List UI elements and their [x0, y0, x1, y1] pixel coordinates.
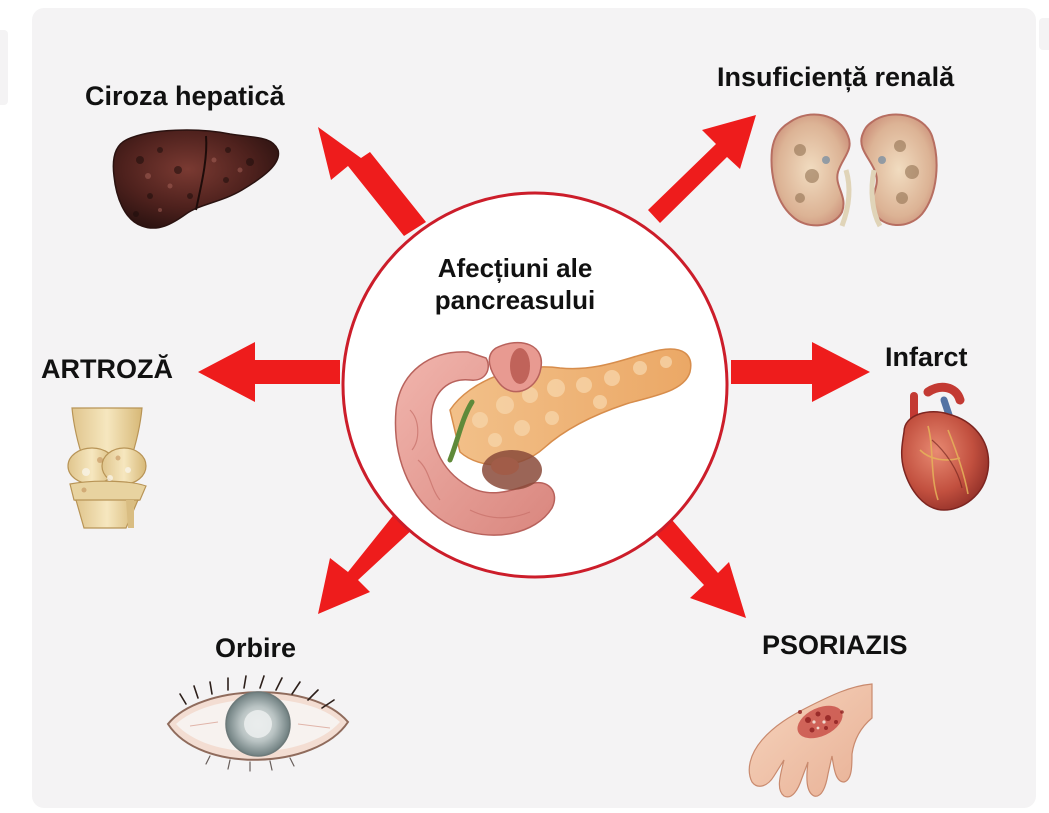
label-kidney-failure: Insuficiență renală — [717, 62, 955, 92]
knee-joint-icon — [67, 407, 147, 529]
kidney-icon — [770, 113, 938, 228]
background-edge-left — [0, 30, 8, 105]
arrow-to-eye — [318, 512, 414, 614]
eye-icon — [166, 675, 350, 772]
arrow-to-heart — [731, 342, 870, 402]
hand-rash-icon — [748, 683, 873, 798]
arrow-to-joint — [198, 342, 340, 402]
arrow-to-liver — [318, 127, 426, 236]
pancreas-icon — [394, 341, 692, 536]
label-infarct: Infarct — [885, 342, 968, 372]
heart-icon — [900, 382, 990, 511]
label-liver-cirrhosis: Ciroza hepatică — [85, 81, 285, 111]
label-blindness: Orbire — [215, 633, 297, 663]
label-arthrosis: ARTROZĂ — [41, 354, 173, 384]
background-edge-right — [1039, 18, 1049, 50]
arrow-to-kidney — [648, 115, 756, 223]
arrow-to-skin — [650, 513, 746, 618]
center-title-line1: Afecțiuni ale — [437, 253, 593, 283]
arrows — [198, 115, 870, 618]
center-title-line2: pancreasului — [434, 285, 596, 315]
liver-icon — [112, 129, 280, 229]
label-psoriasis: PSORIAZIS — [762, 630, 908, 660]
center-title: Afecțiuni ale pancreasului — [390, 252, 640, 316]
